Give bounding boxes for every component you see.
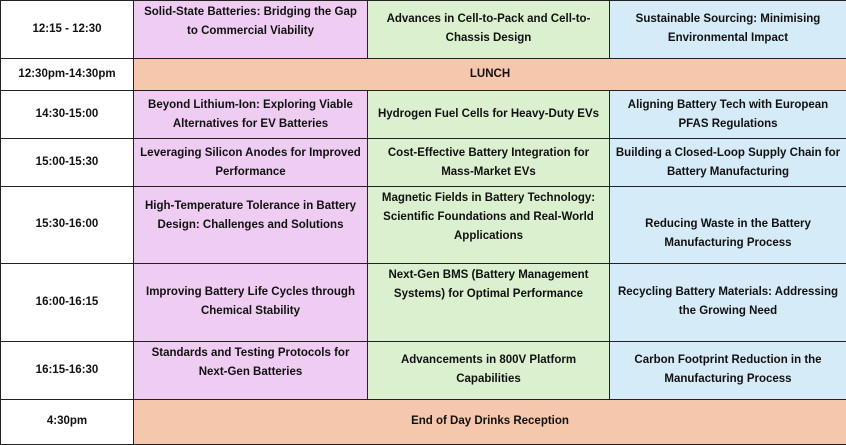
session-cell: Carbon Footprint Reduction in the Manufa… xyxy=(609,340,846,400)
session-cell: Magnetic Fields in Battery Technology: S… xyxy=(367,186,610,264)
session-cell: High-Temperature Tolerance in Battery De… xyxy=(133,186,368,264)
agenda-row: 4:30pm End of Day Drinks Reception xyxy=(0,398,846,445)
agenda-row: 14:30-15:00 Beyond Lithium-Ion: Explorin… xyxy=(0,90,846,140)
time-slot: 15:00-15:30 xyxy=(0,138,134,188)
time-slot: 14:30-15:00 xyxy=(0,90,134,140)
session-cell: Standards and Testing Protocols for Next… xyxy=(133,340,368,400)
time-slot: 16:15-16:30 xyxy=(0,340,134,400)
lunch-break: LUNCH xyxy=(133,58,846,92)
session-cell: Solid-State Batteries: Bridging the Gap … xyxy=(133,0,368,60)
time-slot: 12:15 - 12:30 xyxy=(0,0,134,60)
session-cell: Leveraging Silicon Anodes for Improved P… xyxy=(133,138,368,188)
session-cell: Advances in Cell-to-Pack and Cell-to-Cha… xyxy=(367,0,610,60)
agenda-row: 15:00-15:30 Leveraging Silicon Anodes fo… xyxy=(0,138,846,188)
drinks-reception: End of Day Drinks Reception xyxy=(133,398,846,445)
session-cell: Next-Gen BMS (Battery Management Systems… xyxy=(367,262,610,342)
session-cell: Building a Closed-Loop Supply Chain for … xyxy=(609,138,846,188)
agenda-row: 15:30-16:00 High-Temperature Tolerance i… xyxy=(0,186,846,264)
session-cell: Cost-Effective Battery Integration for M… xyxy=(367,138,610,188)
time-slot: 12:30pm-14:30pm xyxy=(0,58,134,92)
agenda-row: 16:00-16:15 Improving Battery Life Cycle… xyxy=(0,262,846,342)
session-cell: Advancements in 800V Platform Capabiliti… xyxy=(367,340,610,400)
agenda-row: 12:15 - 12:30 Solid-State Batteries: Bri… xyxy=(0,0,846,60)
session-cell: Hydrogen Fuel Cells for Heavy-Duty EVs xyxy=(367,90,610,140)
time-slot: 15:30-16:00 xyxy=(0,186,134,264)
agenda-row: 12:30pm-14:30pm LUNCH xyxy=(0,58,846,92)
time-slot: 4:30pm xyxy=(0,398,134,445)
session-cell: Beyond Lithium-Ion: Exploring Viable Alt… xyxy=(133,90,368,140)
agenda-row: 16:15-16:30 Standards and Testing Protoc… xyxy=(0,340,846,400)
session-cell: Sustainable Sourcing: Minimising Environ… xyxy=(609,0,846,60)
session-cell: Reducing Waste in the Battery Manufactur… xyxy=(609,186,846,264)
session-cell: Improving Battery Life Cycles through Ch… xyxy=(133,262,368,342)
time-slot: 16:00-16:15 xyxy=(0,262,134,342)
session-cell: Recycling Battery Materials: Addressing … xyxy=(609,262,846,342)
session-cell: Aligning Battery Tech with European PFAS… xyxy=(609,90,846,140)
